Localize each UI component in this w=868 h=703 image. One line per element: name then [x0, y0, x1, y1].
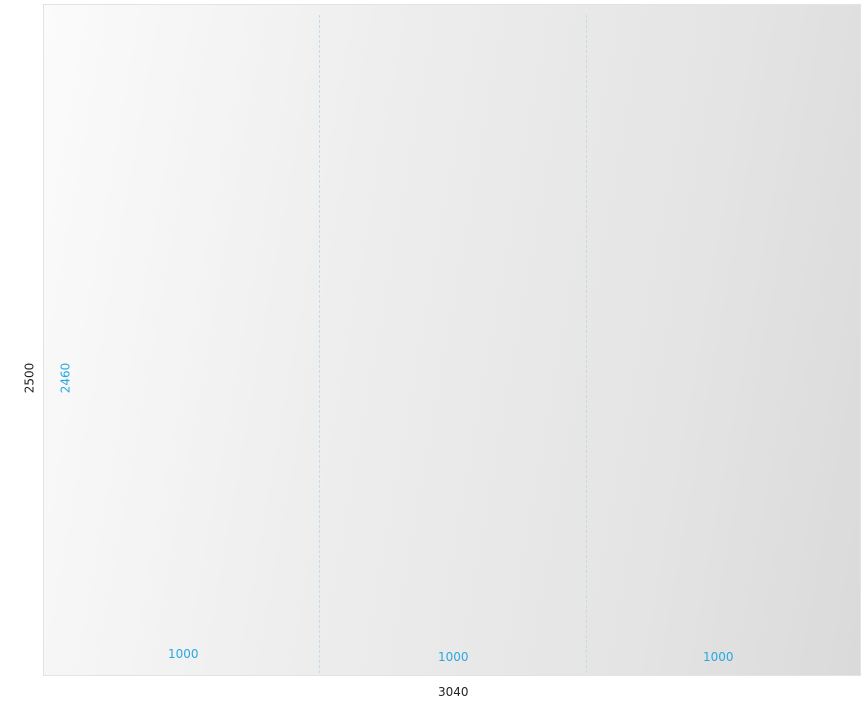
overall-height-label: 2500	[22, 362, 37, 394]
panel-2-width-label: 1000	[438, 650, 469, 664]
panel-divider-2	[586, 15, 587, 673]
panel-frame	[43, 4, 861, 676]
overall-width-label: 3040	[438, 685, 469, 699]
panel-3-width-label: 1000	[703, 650, 734, 664]
inner-height-label: 2460	[58, 362, 73, 394]
panel-divider-1	[319, 15, 320, 673]
panel-1-width-label: 1000	[168, 647, 199, 661]
